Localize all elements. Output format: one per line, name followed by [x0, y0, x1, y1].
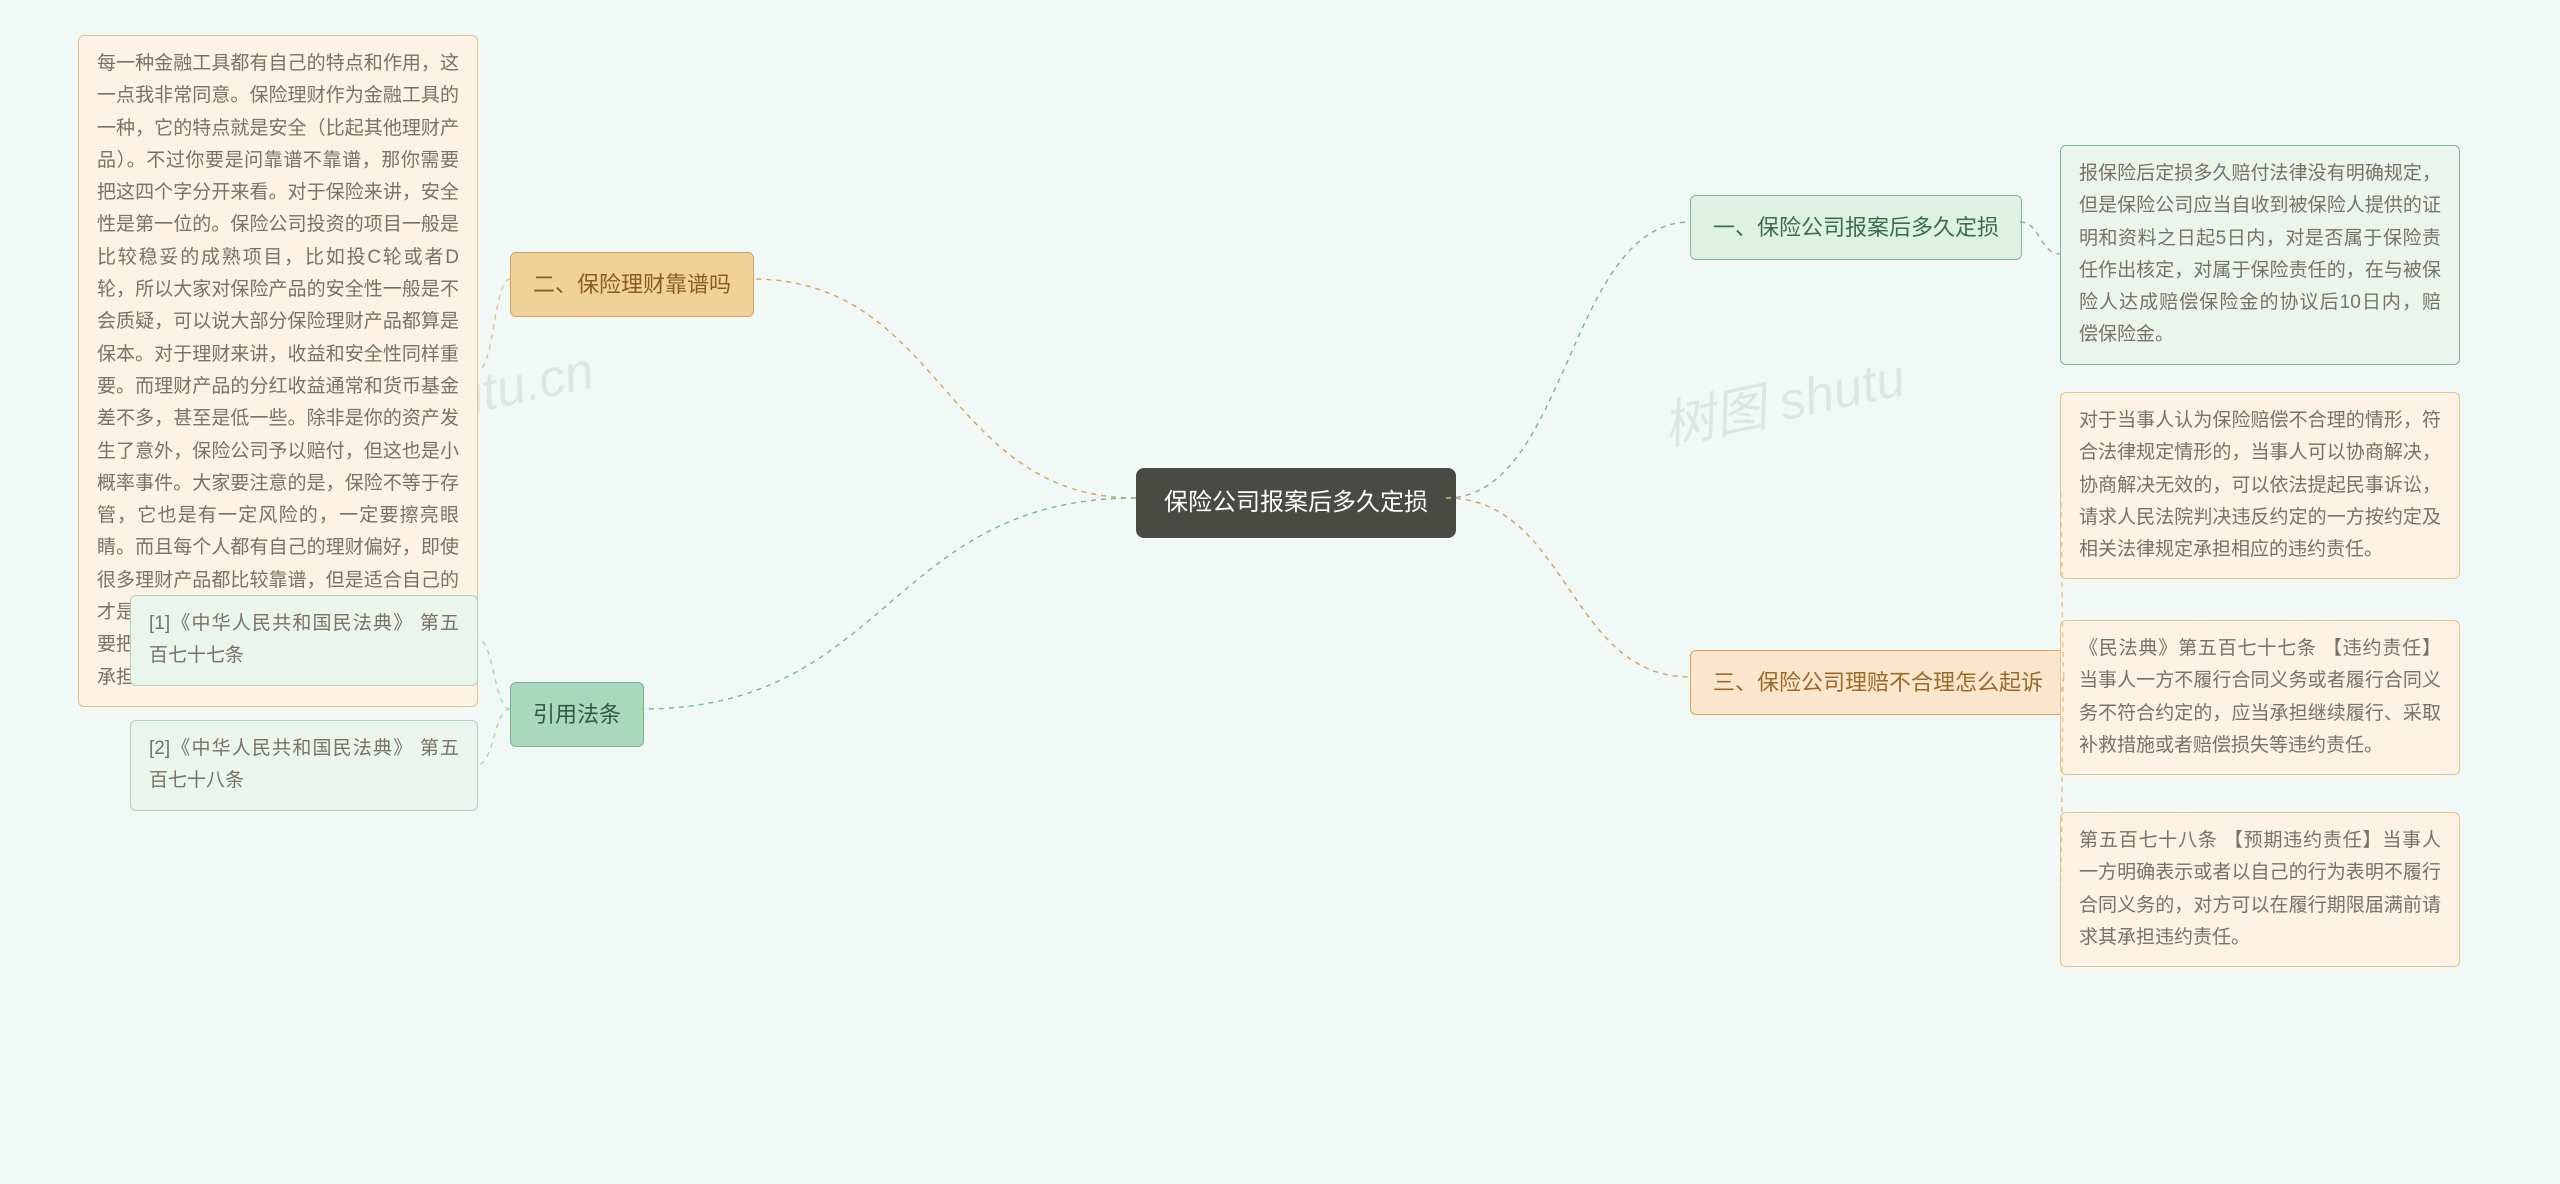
branch-node: 二、保险理财靠谱吗 [510, 252, 754, 317]
branch-node: 一、保险公司报案后多久定损 [1690, 195, 2022, 260]
leaf-node: [1]《中华人民共和国民法典》 第五百七十七条 [130, 595, 478, 686]
watermark: 树图 shutu [1655, 335, 1911, 459]
branch-node: 三、保险公司理赔不合理怎么起诉 [1690, 650, 2066, 715]
leaf-node: 《民法典》第五百七十七条 【违约责任】当事人一方不履行合同义务或者履行合同义务不… [2060, 620, 2460, 775]
center-node: 保险公司报案后多久定损 [1136, 468, 1456, 538]
leaf-node: 第五百七十八条 【预期违约责任】当事人一方明确表示或者以自己的行为表明不履行合同… [2060, 812, 2460, 967]
leaf-node: [2]《中华人民共和国民法典》 第五百七十八条 [130, 720, 478, 811]
branch-node: 引用法条 [510, 682, 644, 747]
leaf-node: 报保险后定损多久赔付法律没有明确规定，但是保险公司应当自收到被保险人提供的证明和… [2060, 145, 2460, 365]
leaf-node: 对于当事人认为保险赔偿不合理的情形，符合法律规定情形的，当事人可以协商解决，协商… [2060, 392, 2460, 579]
